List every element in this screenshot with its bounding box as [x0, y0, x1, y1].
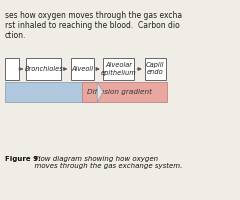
FancyBboxPatch shape [26, 58, 61, 80]
Text: Bronchioles: Bronchioles [24, 66, 63, 72]
Text: ction.: ction. [5, 31, 26, 40]
FancyBboxPatch shape [5, 58, 19, 80]
Text: rst inhaled to reaching the blood.  Carbon dio: rst inhaled to reaching the blood. Carbo… [5, 21, 180, 30]
Polygon shape [5, 82, 97, 102]
FancyBboxPatch shape [103, 58, 134, 80]
Text: Diffusion gradient: Diffusion gradient [87, 89, 152, 95]
Text: Alveolar
epithelium: Alveolar epithelium [101, 62, 137, 76]
Polygon shape [97, 82, 103, 102]
Text: Capill
endo: Capill endo [146, 62, 165, 75]
Text: ses how oxygen moves through the gas excha: ses how oxygen moves through the gas exc… [5, 11, 182, 20]
FancyBboxPatch shape [145, 58, 166, 80]
FancyBboxPatch shape [82, 82, 167, 102]
FancyBboxPatch shape [71, 58, 94, 80]
Text: Alveoli: Alveoli [71, 66, 93, 72]
Text: Figure 9:: Figure 9: [5, 156, 41, 162]
Text: Flow diagram showing how oxygen
  moves through the gas exchange system.: Flow diagram showing how oxygen moves th… [30, 156, 182, 169]
